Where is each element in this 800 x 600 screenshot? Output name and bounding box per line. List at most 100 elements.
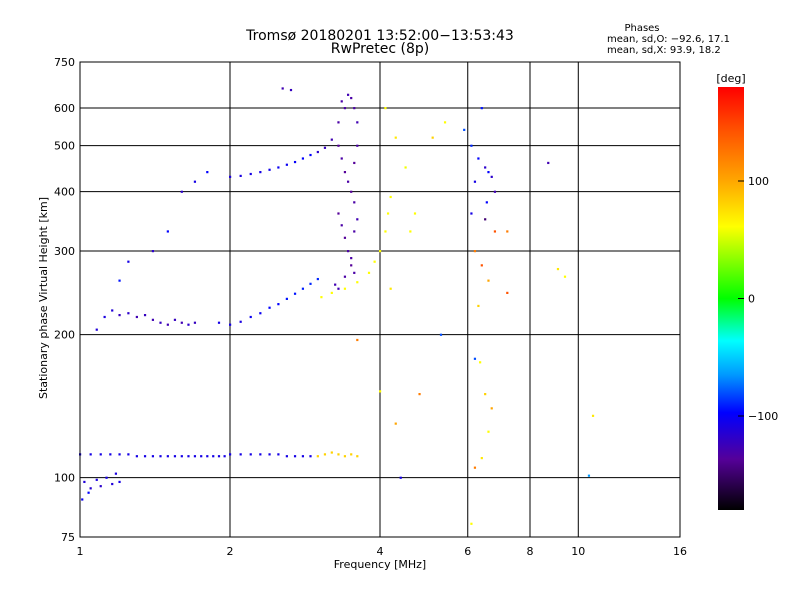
data-point — [316, 455, 319, 458]
data-point — [473, 357, 477, 360]
x-tick-label: 6 — [464, 545, 471, 558]
data-point — [173, 318, 177, 321]
data-point — [206, 455, 209, 458]
data-point — [89, 453, 92, 456]
data-point — [285, 455, 288, 458]
data-point — [206, 171, 209, 174]
data-point — [353, 201, 356, 204]
axis-ticks: 1 2 4 6 8 10 16 75 100 200 300 400 500 600 750 — [54, 56, 687, 558]
data-point — [316, 150, 319, 154]
data-point — [118, 314, 121, 317]
data-point — [337, 212, 340, 215]
y-tick-label: 750 — [54, 56, 75, 69]
data-point — [323, 146, 327, 149]
data-point — [340, 224, 343, 227]
data-point — [187, 455, 190, 458]
data-point — [289, 88, 293, 92]
data-point — [470, 522, 473, 525]
data-point — [337, 287, 340, 290]
x-axis-label: Frequency [MHz] — [334, 558, 426, 571]
colorbar-ticks: 100 0 −100 — [738, 175, 778, 423]
data-point — [487, 171, 490, 174]
x-tick-label: 4 — [377, 545, 384, 558]
data-point — [443, 121, 447, 124]
data-point — [350, 257, 353, 260]
data-point — [268, 306, 271, 309]
data-point — [473, 180, 477, 183]
data-point — [151, 250, 155, 253]
data-point — [389, 287, 392, 290]
data-point — [418, 393, 421, 396]
data-point — [229, 323, 232, 326]
data-point — [159, 455, 162, 458]
data-point — [353, 271, 356, 274]
y-tick-label: 400 — [54, 186, 75, 199]
data-point — [480, 107, 483, 110]
data-point — [293, 455, 297, 458]
data-point — [473, 466, 477, 469]
data-point — [99, 453, 102, 456]
data-point — [356, 338, 359, 342]
y-tick-label: 300 — [54, 245, 75, 258]
data-point — [563, 275, 567, 278]
data-point — [301, 455, 305, 458]
data-point — [591, 414, 595, 417]
data-points — [79, 87, 595, 525]
data-point — [114, 472, 118, 475]
data-point — [379, 250, 382, 253]
data-point — [193, 455, 197, 458]
data-point — [281, 87, 284, 90]
data-point — [95, 478, 98, 481]
data-point — [343, 455, 347, 458]
data-point — [180, 190, 183, 193]
data-point — [293, 160, 297, 164]
data-point — [340, 157, 343, 160]
data-point — [350, 264, 353, 267]
data-point — [367, 271, 371, 274]
data-point — [337, 453, 340, 456]
data-point — [118, 453, 121, 456]
data-point — [353, 161, 356, 165]
data-point — [118, 480, 121, 484]
data-point — [470, 212, 473, 215]
data-point — [285, 163, 288, 166]
data-point — [309, 282, 312, 285]
data-point — [350, 96, 353, 100]
data-point — [99, 485, 102, 488]
grid-lines — [80, 62, 680, 537]
data-point — [413, 212, 417, 215]
data-point — [386, 212, 390, 215]
data-point — [239, 453, 242, 456]
data-point — [268, 453, 271, 456]
colorbar-tick-label: 100 — [748, 175, 769, 188]
data-point — [480, 456, 483, 460]
data-point — [105, 476, 108, 479]
data-point — [484, 218, 487, 221]
data-point — [547, 161, 550, 165]
colorbar-label: [deg] — [716, 72, 745, 85]
data-point — [151, 318, 155, 321]
data-point — [223, 455, 226, 458]
data-point — [127, 260, 130, 263]
data-point — [409, 230, 412, 233]
data-point — [159, 321, 162, 324]
data-point — [89, 487, 92, 490]
data-point — [309, 455, 312, 458]
data-point — [217, 455, 221, 458]
data-point — [277, 166, 280, 169]
data-point — [346, 180, 350, 183]
data-point — [463, 128, 466, 131]
data-point — [485, 201, 488, 204]
data-point — [477, 157, 480, 160]
data-point — [173, 455, 177, 458]
data-point — [343, 171, 347, 174]
data-point — [212, 455, 215, 458]
data-point — [81, 498, 84, 501]
y-axis-label: Stationary phase Virtual Height [km] — [37, 197, 50, 399]
data-point — [487, 430, 490, 433]
data-point — [340, 100, 343, 103]
data-point — [356, 455, 359, 458]
data-point — [439, 333, 443, 336]
data-point — [293, 292, 297, 295]
